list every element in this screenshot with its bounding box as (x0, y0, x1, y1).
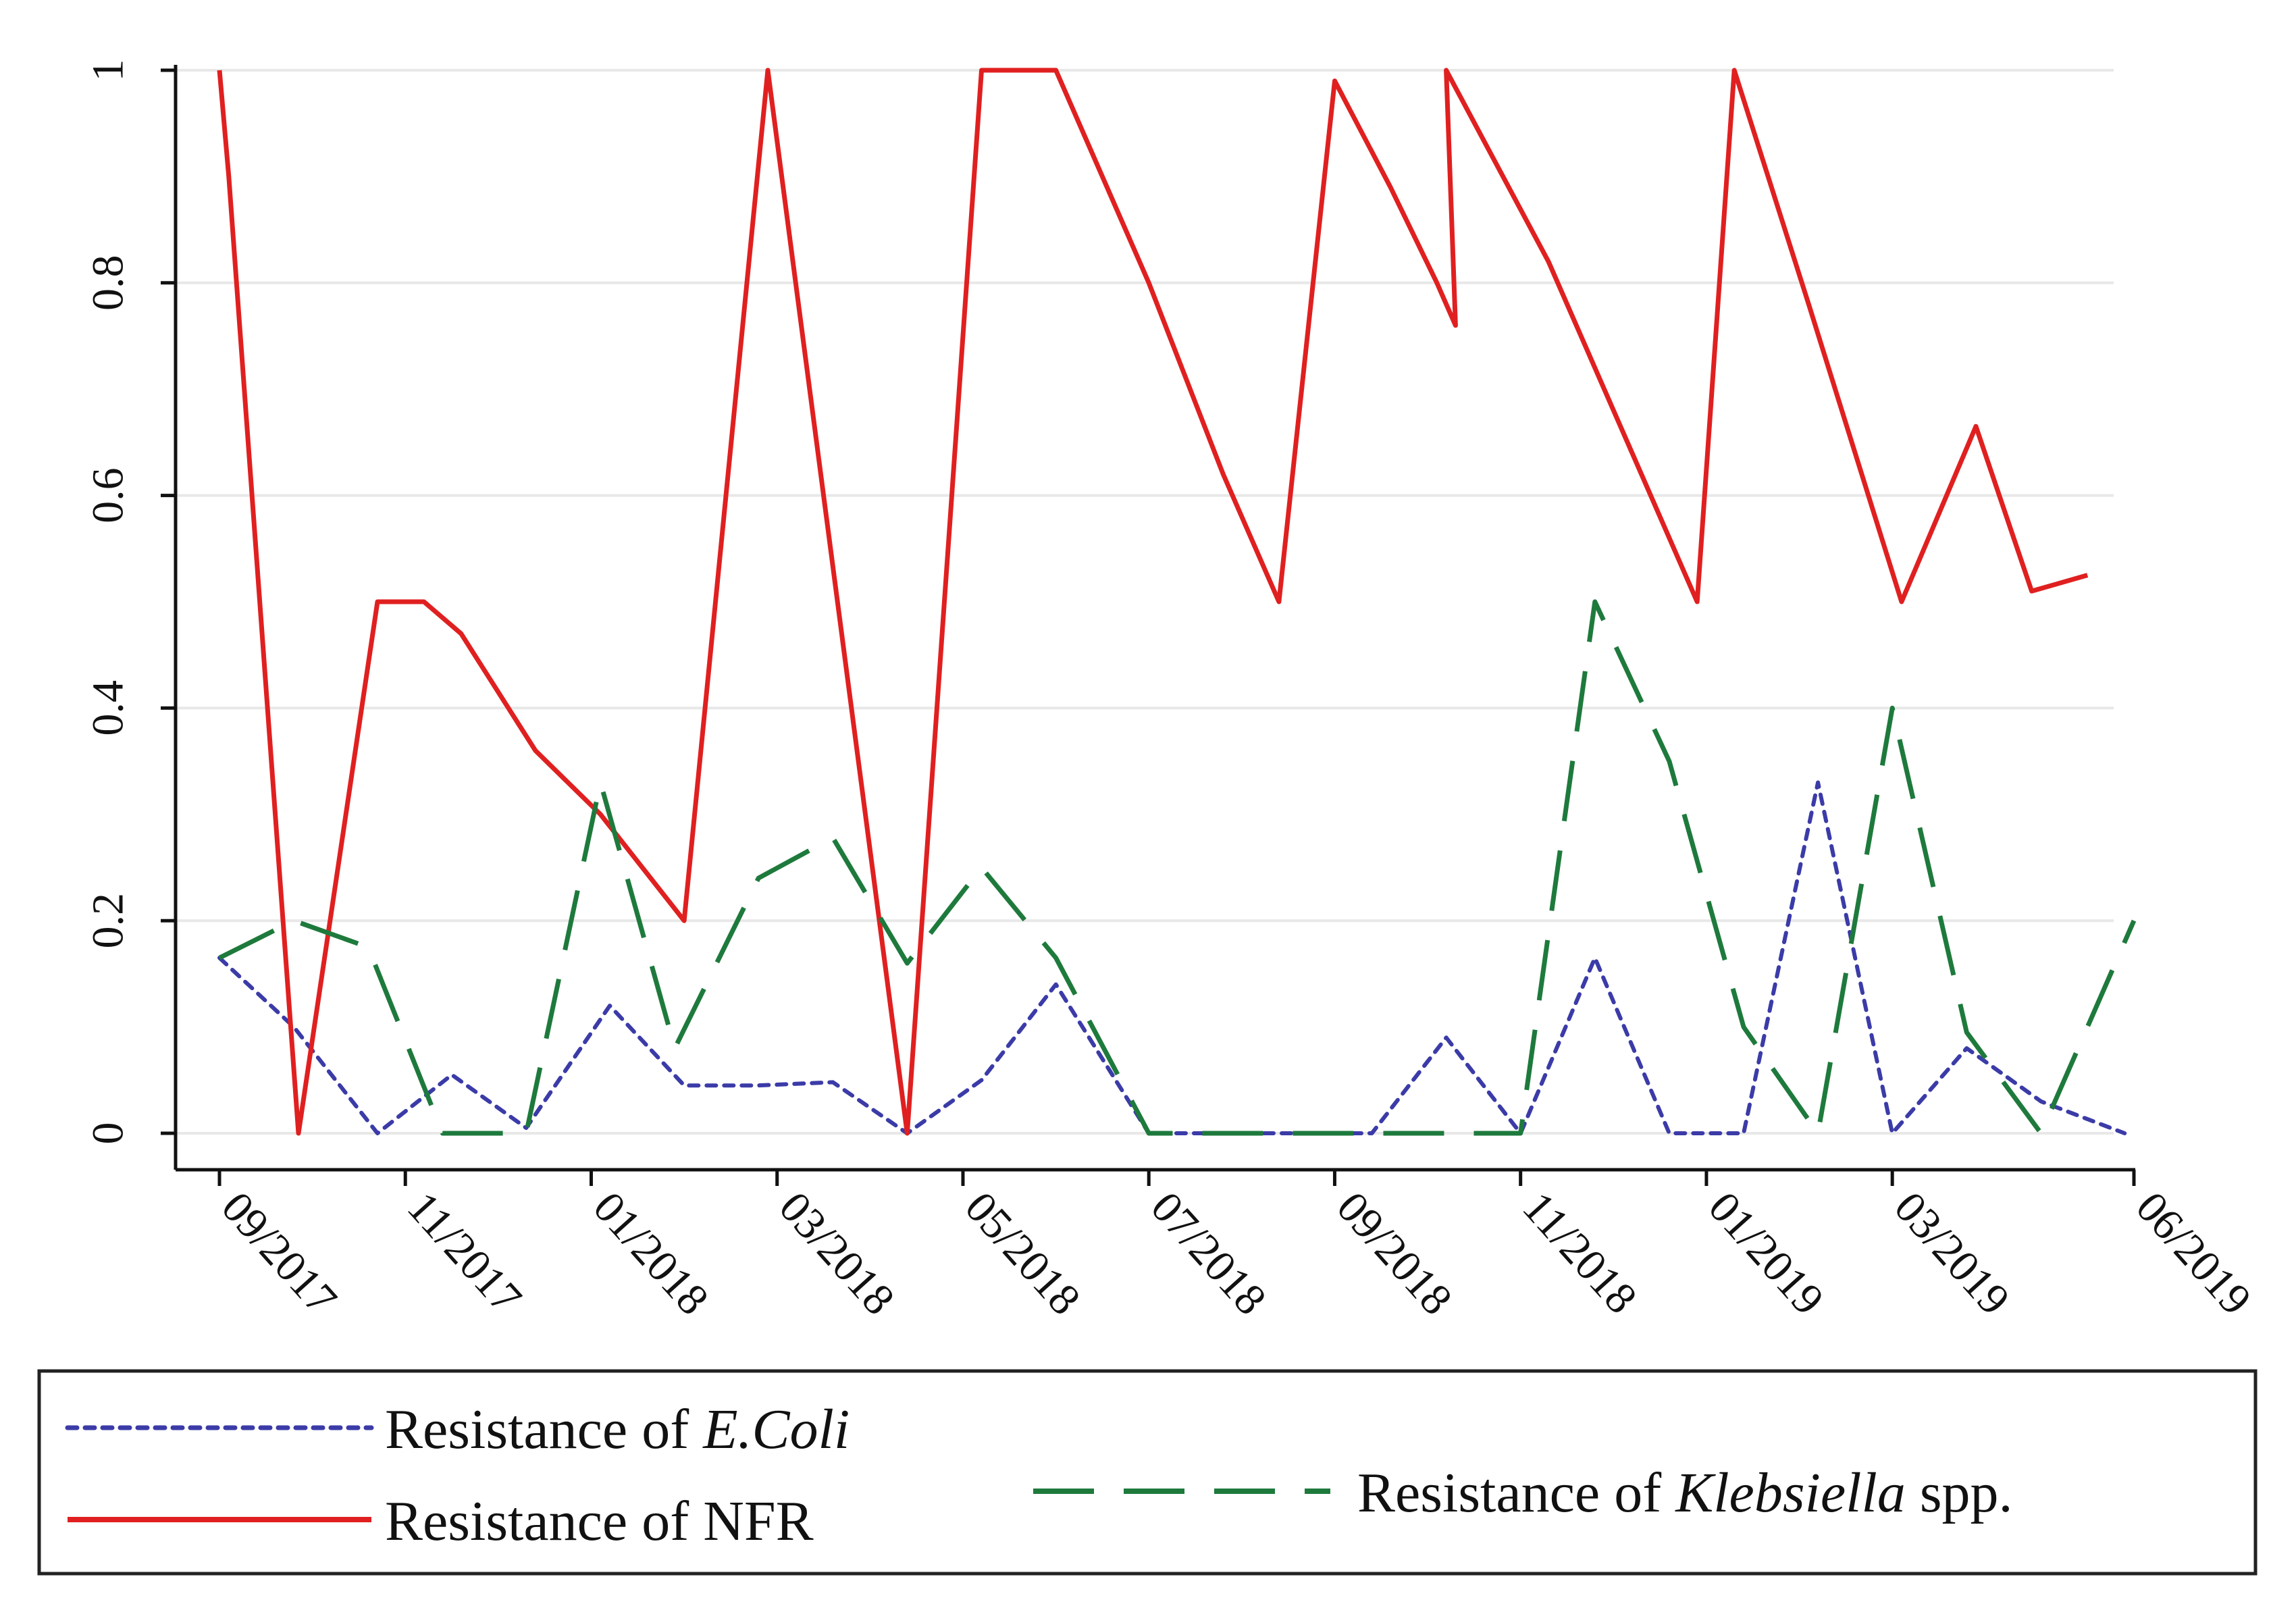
legend-label-prefix: Resistance of (385, 1398, 703, 1461)
y-tick-label: 0.8 (84, 255, 133, 311)
x-tick-label: 09/2017 (212, 1183, 346, 1324)
y-tick-label: 0.2 (84, 893, 133, 949)
legend-label-prefix: Resistance of (1357, 1461, 1675, 1524)
series-line-1 (219, 70, 2087, 1133)
series-line-2 (219, 602, 2134, 1133)
y-tick-label: 0 (84, 1122, 133, 1145)
series-line-0 (219, 783, 2124, 1133)
x-tick-label: 03/2018 (770, 1183, 904, 1324)
x-tick-label: 03/2019 (1885, 1183, 2019, 1324)
y-tick-label: 1 (84, 59, 133, 82)
legend-label-2: Resistance of Klebsiella spp. (1357, 1461, 2013, 1524)
grid-layer (176, 70, 2114, 1133)
y-tick-label: 0.6 (84, 467, 133, 523)
legend: Resistance of E.Coli Resistance of NFR Res… (39, 1371, 2255, 1574)
legend-label-italic: Klebsiella (1675, 1461, 1906, 1524)
x-tick-label: 07/2018 (1141, 1183, 1276, 1324)
x-tick-label: 09/2018 (1327, 1183, 1461, 1324)
x-tick-label: 01/2019 (1699, 1183, 1833, 1324)
x-tick-label: 11/2017 (398, 1183, 531, 1323)
x-tick-label: 06/2019 (2127, 1183, 2261, 1324)
legend-label-0: Resistance of E.Coli (385, 1398, 850, 1461)
x-tick-label: 01/2018 (583, 1183, 718, 1324)
legend-label-italic: E.Coli (702, 1398, 850, 1461)
legend-label-1: Resistance of NFR (385, 1490, 814, 1553)
legend-label-suffix: spp. (1906, 1461, 2013, 1524)
series-layer (219, 70, 2134, 1133)
legend-label-prefix: Resistance of NFR (385, 1490, 814, 1553)
y-tick-label: 0.4 (84, 680, 133, 736)
x-tick-label: 11/2018 (1513, 1183, 1646, 1323)
x-tick-label: 05/2018 (956, 1183, 1090, 1324)
